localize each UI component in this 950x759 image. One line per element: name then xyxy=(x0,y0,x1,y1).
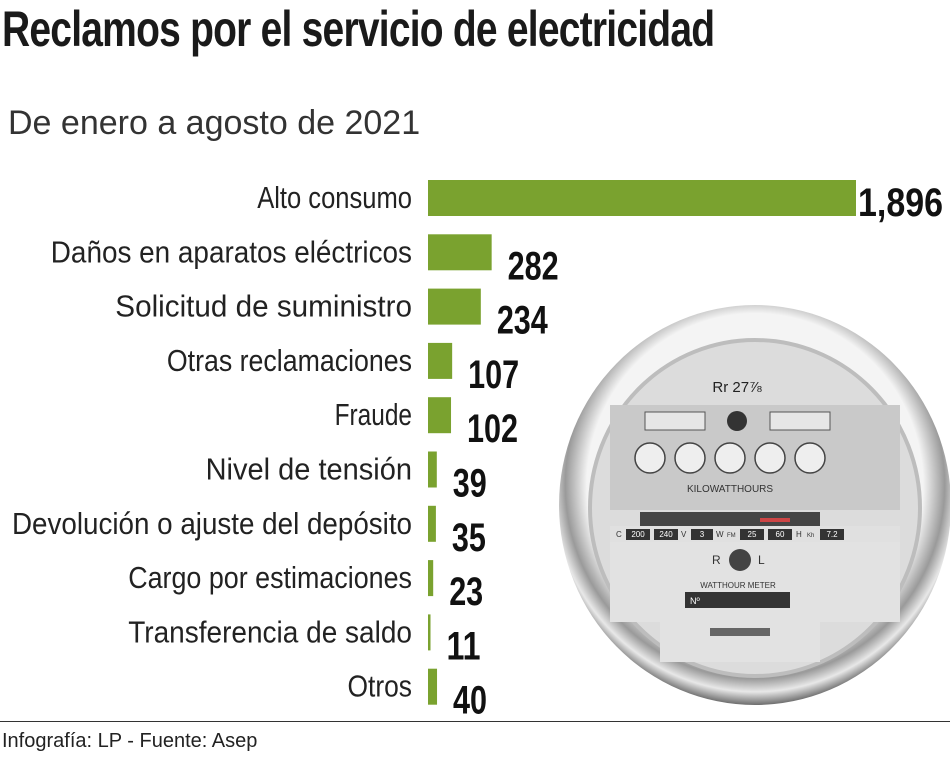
category-label: Devolución o ajuste del depósito xyxy=(12,506,412,541)
meter-adjust-right: L xyxy=(758,553,765,567)
meter-spec: H xyxy=(796,530,802,539)
meter-dial-label: KILOWATTHOURS xyxy=(687,484,773,495)
category-label: Solicitud de suministro xyxy=(115,289,412,324)
meter-adjust-left: R xyxy=(712,553,721,567)
source-credit: Infografía: LP - Fuente: Asep xyxy=(2,730,258,752)
value-label: 40 xyxy=(453,679,487,720)
chart-title: Reclamos por el servicio de electricidad xyxy=(2,1,715,57)
value-label: 282 xyxy=(508,244,559,288)
meter-spec: W xyxy=(716,530,724,539)
meter-spec: 3 xyxy=(700,530,705,539)
value-label: 35 xyxy=(452,516,486,560)
bar xyxy=(428,505,436,542)
bar-chart: Alto consumo 1,896 Daños en aparatos eléct… xyxy=(12,180,943,720)
bar xyxy=(428,397,452,434)
meter-spec: 200 xyxy=(631,530,645,539)
category-label: Alto consumo xyxy=(257,180,412,215)
bar xyxy=(428,451,437,488)
value-label: 1,896 xyxy=(858,181,943,225)
meter-name: WATTHOUR METER xyxy=(700,581,776,590)
bar xyxy=(428,668,438,705)
bar xyxy=(428,288,481,325)
meter-spec: 60 xyxy=(776,530,785,539)
value-label: 234 xyxy=(497,299,549,343)
value-label: 23 xyxy=(449,570,483,614)
bar xyxy=(428,560,434,597)
category-label: Nivel de tensión xyxy=(206,452,412,487)
footer-divider xyxy=(0,721,950,722)
bar xyxy=(428,180,856,216)
value-label: 11 xyxy=(447,624,481,668)
meter-number: Nº xyxy=(690,596,700,606)
meter-spec: C xyxy=(616,530,622,539)
category-label: Transferencia de saldo xyxy=(128,614,412,649)
value-label: 107 xyxy=(468,353,519,397)
meter-rating: Rr 27⅞ xyxy=(712,379,762,396)
meter-spec: 240 xyxy=(659,530,673,539)
bar xyxy=(428,342,453,379)
value-label: 102 xyxy=(467,407,518,451)
value-label: 39 xyxy=(453,462,487,506)
bar xyxy=(428,614,431,651)
category-label: Cargo por estimaciones xyxy=(128,560,412,595)
meter-spec: FM xyxy=(727,533,736,539)
category-label: Fraude xyxy=(335,397,412,432)
meter-spec: 7.2 xyxy=(826,530,838,539)
meter-spec: V xyxy=(681,530,687,539)
category-label: Daños en aparatos eléctricos xyxy=(51,234,412,269)
meter-spec: Kh xyxy=(807,533,814,539)
meter-spec: 25 xyxy=(748,530,757,539)
bar xyxy=(428,234,492,271)
electric-meter-illustration: Rr 27⅞ KILOWATTHOURS C 200 240 V 3 W FM … xyxy=(559,305,950,705)
meter-specs: C 200 240 V 3 W FM 25 60 H Kh 7.2 xyxy=(616,529,844,540)
category-label: Otras reclamaciones xyxy=(167,343,412,378)
category-label: Otros xyxy=(348,669,413,704)
chart-subtitle: De enero a agosto de 2021 xyxy=(8,104,421,142)
